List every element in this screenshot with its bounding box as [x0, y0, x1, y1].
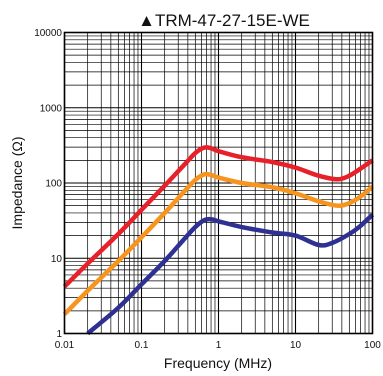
- x-tick-label: 0.01: [55, 340, 75, 351]
- plot-frame: [63, 31, 374, 335]
- tick-labels: 0.01 0.1 1 10 100 1 10 100 1000 10000: [34, 28, 381, 351]
- grid: [63, 32, 373, 335]
- y-tick-label: 10000: [34, 28, 62, 39]
- x-tick-label: 10: [290, 340, 302, 351]
- y-tick-label: 10: [51, 254, 63, 265]
- chart-title: ▲TRM-47-27-15E-WE: [138, 11, 310, 30]
- series-line-2: [62, 171, 374, 316]
- x-tick-label: 100: [364, 340, 381, 351]
- series-line-3: [86, 212, 375, 336]
- y-axis-title: Impedance (Ω): [9, 137, 25, 230]
- x-axis-title: Frequency (MHz): [164, 355, 272, 371]
- series-line-1: [62, 145, 374, 289]
- x-tick-label: 1: [216, 340, 222, 351]
- y-tick-label: 1: [56, 329, 62, 340]
- series-layer: [62, 145, 375, 336]
- y-tick-label: 1000: [40, 103, 63, 114]
- x-tick-label: 0.1: [135, 340, 149, 351]
- y-tick-label: 100: [45, 179, 62, 190]
